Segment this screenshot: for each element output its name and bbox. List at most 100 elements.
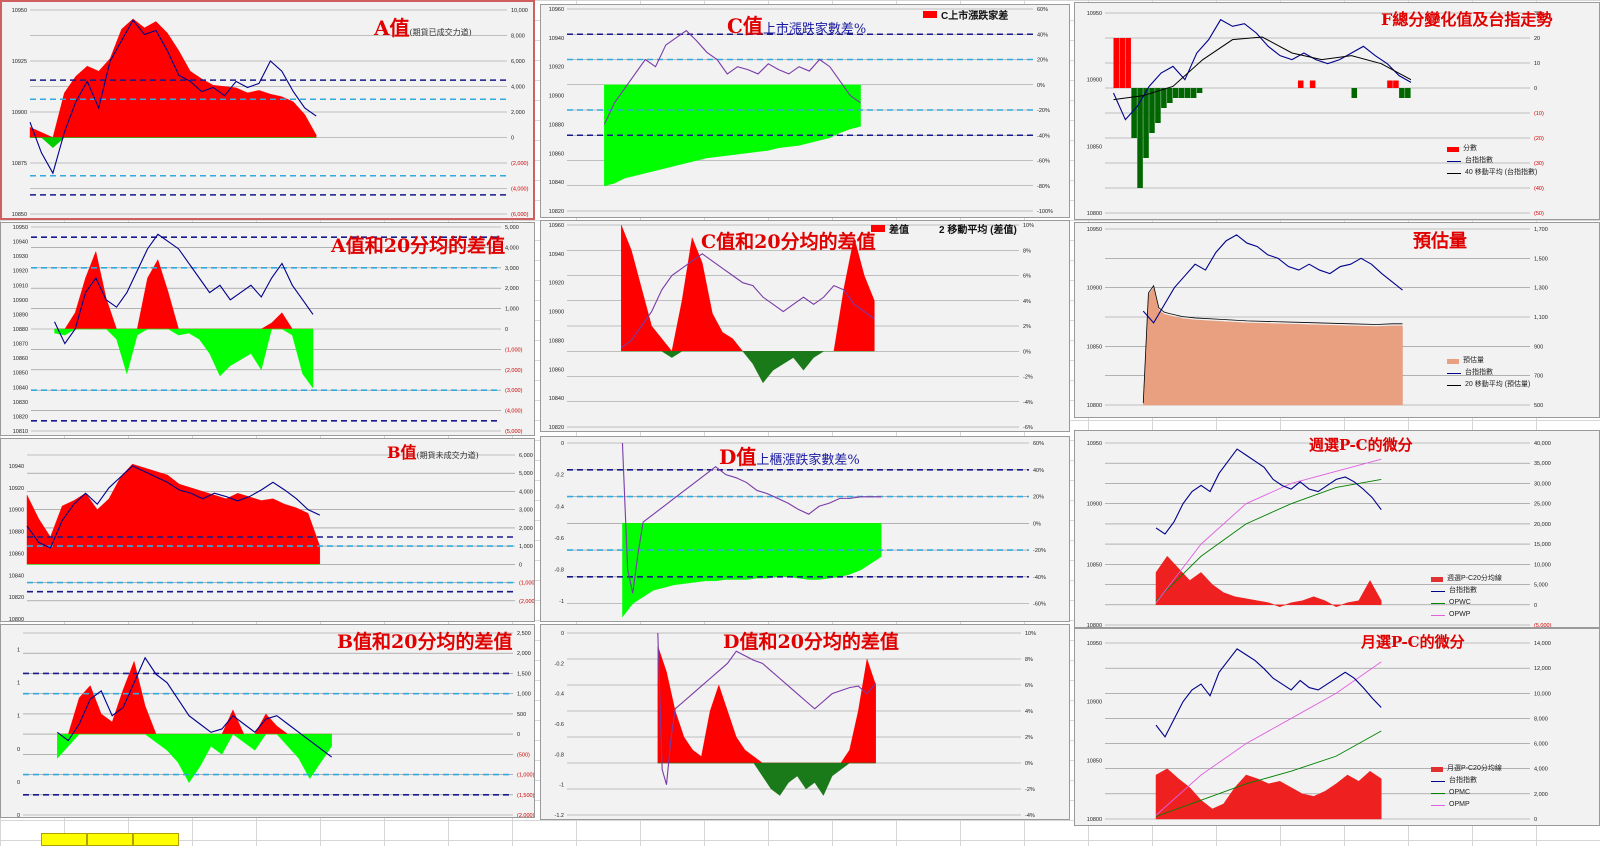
y-tick-label: 10850: [13, 371, 28, 377]
y-tick-label: 10850: [12, 212, 27, 218]
y-tick-label: 10940: [549, 36, 564, 42]
y2-tick-label: 700: [1534, 374, 1543, 380]
bar: [1167, 88, 1173, 103]
sheet-tab[interactable]: [133, 833, 179, 846]
chart-panel-b[interactable]: 10800 10820 10840 10860 10880 10900 10920 10940…: [0, 438, 535, 622]
y2-tick-label: (50): [1534, 211, 1544, 217]
legend-label: 分數: [1463, 145, 1477, 152]
bar: [1155, 88, 1161, 123]
bar-negative-area: [57, 733, 332, 784]
y-tick-label: 10950: [13, 225, 28, 231]
y-tick-label: 10820: [549, 209, 564, 215]
y2-tick-label: 20,000: [1534, 522, 1551, 528]
y-tick-label: -0.8: [555, 752, 564, 758]
legend-item: OPMC: [1431, 787, 1502, 799]
legend-item: 分數: [1447, 143, 1537, 155]
y2-tick-label: 2,000: [517, 651, 531, 657]
y2-tick-label: 10%: [1023, 223, 1034, 229]
y2-tick-label: -80%: [1037, 184, 1050, 190]
chart-panel-w[interactable]: 10800 10850 10900 10950 40,000 35,000 30,000 25…: [1074, 430, 1600, 628]
bar-negative-area: [54, 328, 314, 389]
bar-negative-area: [622, 523, 882, 618]
legend-swatch: [1447, 160, 1461, 162]
y-tick-label: 10920: [549, 281, 564, 287]
bar-positive-area: [657, 645, 876, 764]
index-line: [56, 656, 333, 758]
legend-swatch: [1431, 780, 1445, 782]
y-tick-label: 0: [17, 780, 20, 786]
y2-tick-label: 3,000: [505, 266, 519, 272]
legend-swatch: [1447, 358, 1459, 364]
y-tick-label: 0: [561, 631, 564, 637]
legend-swatch: [1431, 804, 1445, 806]
bar: [1137, 88, 1143, 188]
index-line: [1142, 234, 1403, 324]
y2-tick-label: 0: [1534, 86, 1537, 92]
y2-tick-label: (20): [1534, 136, 1544, 142]
y-tick-label: 10800: [1087, 403, 1102, 409]
bar-negative-area: [30, 137, 317, 148]
legend-label: OPWC: [1449, 599, 1471, 606]
bar: [1393, 80, 1399, 88]
chart-legend-f: 分數 台指指數 40 移動平均 (台指指數): [1447, 143, 1537, 179]
chart-panel-a2[interactable]: 10810 10820 10830 10840 10850 10860 10870 10880…: [0, 222, 535, 436]
y2-tick-label: 4%: [1025, 709, 1033, 715]
sheet-tab[interactable]: [41, 833, 87, 846]
legend-swatch: [1447, 384, 1461, 386]
legend-label: 台指指數: [1465, 369, 1493, 376]
chart-panel-f[interactable]: 10800 10850 10900 10950 30 20 10 0 (10) (20) (30) (…: [1074, 2, 1600, 220]
y-tick-label: 10860: [549, 151, 564, 157]
index-line: [1155, 648, 1382, 738]
y2-tick-label: (1,500): [517, 793, 535, 799]
chart-panel-a[interactable]: 10850 10875 10900 10925 10950 10,000 8,000 6,00…: [0, 0, 535, 220]
y-tick-label: -0.2: [555, 473, 564, 479]
legend-label: 40 移動平均 (台指指數): [1465, 169, 1538, 176]
chart-panel-c[interactable]: 10820 10840 10860 10880 10900 10920 10940 10960…: [540, 4, 1070, 218]
y2-tick-label: (30): [1534, 161, 1544, 167]
index-line: [657, 632, 877, 785]
legend-swatch: [1447, 172, 1461, 174]
y-tick-label: 10850: [1087, 344, 1102, 350]
opp-line: [1155, 458, 1382, 604]
y2-tick-label: (10): [1534, 111, 1544, 117]
y-tick-label: 10860: [13, 356, 28, 362]
y-tick-label: 10840: [9, 573, 24, 579]
chart-panel-m[interactable]: 10800 10850 10900 10950 14,000 12,000 10,000 8,…: [1074, 628, 1600, 826]
y2-tick-label: (2,000): [505, 368, 523, 374]
y2-tick-label: (40): [1534, 186, 1544, 192]
index-line: [1155, 448, 1382, 535]
y-tick-label: 10900: [13, 298, 28, 304]
sheet-tabs: [41, 833, 179, 846]
y2-tick-label: 1,300: [1534, 286, 1548, 292]
opp-line: [1155, 661, 1382, 816]
y-tick-label: 10900: [1087, 700, 1102, 706]
y2-tick-label: 25,000: [1534, 502, 1551, 508]
y2-tick-label: (1,000): [517, 773, 535, 779]
chart-svg-c2: 10820 10840 10860 10880 10900 10920 10940 10960…: [549, 223, 1034, 431]
chart-panel-b2[interactable]: 1 1 1 0 0 0 2,500 2,000 1,500 1,000 500 0 (500) (1,00…: [0, 624, 535, 818]
bar: [1190, 88, 1197, 98]
y2-tick-label: -4%: [1025, 813, 1035, 819]
y2-tick-label: -40%: [1033, 575, 1046, 581]
y-tick-label: 0: [17, 813, 20, 818]
sheet-tab[interactable]: [87, 833, 133, 846]
index-line: [621, 442, 882, 594]
chart-panel-d[interactable]: 0 -0.2 -0.4 -0.6 -0.8 -1 60% 40% 20% 0% -20% -40% -6…: [540, 436, 1070, 622]
legend-swatch: [1431, 614, 1445, 616]
y-tick-label: 10820: [549, 425, 564, 431]
y2-tick-label: 0: [505, 327, 508, 333]
y-tick-label: 10850: [1087, 144, 1102, 150]
y-tick-label: 10875: [12, 161, 27, 167]
y-tick-label: 10960: [549, 223, 564, 229]
chart-panel-est[interactable]: 10800 10850 10900 10950 1,700 1,500 1,300 1,100…: [1074, 222, 1600, 418]
y2-tick-label: 4,000: [505, 245, 519, 251]
chart-panel-d2[interactable]: 0 -0.2 -0.4 -0.6 -0.8 -1 -1.2 10% 8% 6% 4% 2% 0% -2% -…: [540, 624, 1070, 820]
chart-panel-c2[interactable]: 10820 10840 10860 10880 10900 10920 10940 10960…: [540, 220, 1070, 432]
chart-title-w: 週選P-C的微分: [1309, 436, 1413, 454]
bar: [1184, 88, 1191, 98]
chart-title-a: A值(期貨已成交力道): [374, 16, 472, 40]
y2-tick-label: 0%: [1033, 521, 1041, 527]
y2-tick-label: 4%: [1023, 299, 1031, 305]
y-tick-label: 10940: [549, 252, 564, 258]
bar-negative-area: [621, 351, 875, 384]
